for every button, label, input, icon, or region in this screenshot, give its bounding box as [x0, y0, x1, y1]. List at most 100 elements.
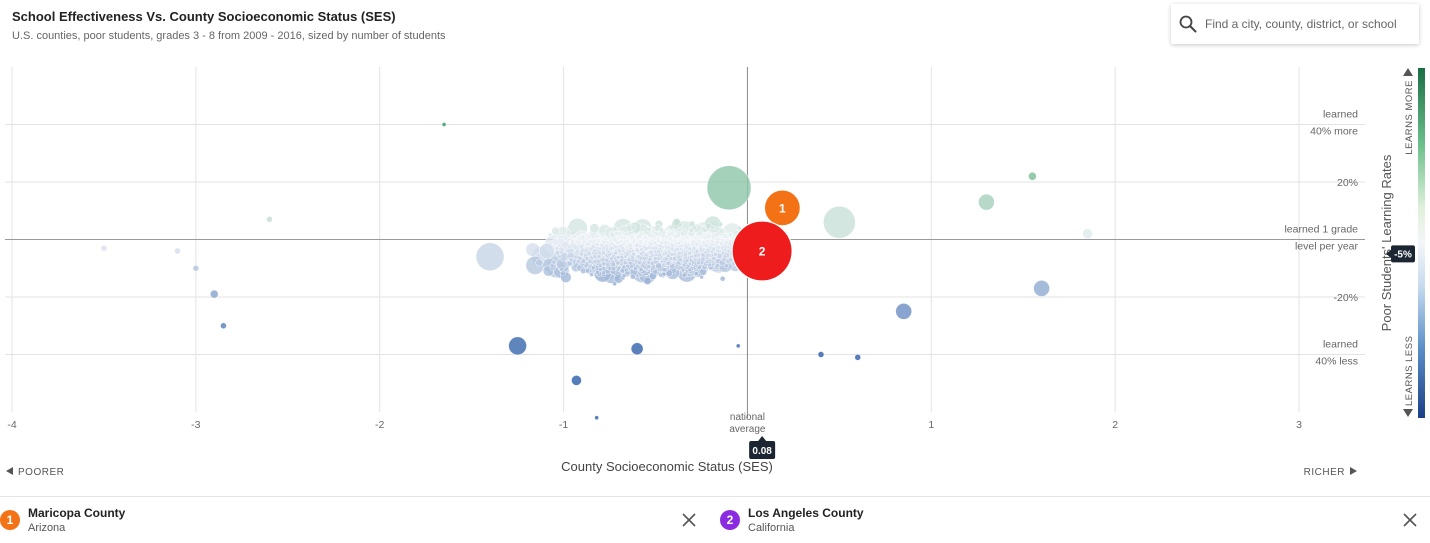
poorer-label: POORER	[18, 467, 64, 478]
location-name-2[interactable]: Los Angeles County	[748, 506, 864, 520]
data-point	[570, 238, 575, 244]
data-point	[590, 265, 596, 271]
x-marker-badge: 0.08	[749, 436, 776, 459]
data-point	[704, 259, 710, 264]
data-point	[656, 249, 661, 254]
data-point	[630, 224, 636, 230]
data-point	[633, 266, 638, 271]
location-card-1[interactable]: 1 Maricopa County Arizona	[0, 503, 125, 535]
data-point	[688, 220, 696, 228]
data-point	[623, 231, 629, 237]
data-point	[671, 256, 677, 261]
data-point	[603, 236, 609, 241]
data-point	[683, 252, 688, 257]
close-location-1-button[interactable]	[678, 509, 700, 531]
data-point	[720, 238, 726, 243]
data-point	[638, 255, 644, 261]
data-point	[637, 233, 643, 238]
data-point	[718, 221, 724, 227]
data-point	[595, 270, 600, 276]
data-point	[624, 238, 630, 244]
data-point	[592, 259, 598, 265]
data-point	[581, 239, 587, 245]
color-legend-bar	[1418, 68, 1425, 418]
scatter-chart[interactable]: learned 40% more 20% learned 1 grade level p…	[0, 0, 1430, 495]
data-point	[634, 243, 640, 248]
search-icon[interactable]	[1171, 4, 1205, 44]
data-point	[615, 260, 621, 266]
location-name-1[interactable]: Maricopa County	[28, 506, 126, 520]
data-point	[623, 267, 629, 273]
location-card-2[interactable]: 2 Los Angeles County California	[720, 503, 864, 535]
highlighted-counties[interactable]: 12	[731, 189, 801, 282]
data-point	[652, 256, 658, 261]
data-point	[661, 271, 667, 277]
data-point	[558, 249, 564, 255]
data-point	[575, 248, 580, 254]
data-point	[589, 223, 600, 234]
learns-more-label: LEARNS MORE	[1404, 80, 1415, 155]
data-point	[586, 250, 592, 257]
data-point	[619, 258, 625, 263]
richer-arrow: RICHER	[1304, 467, 1357, 478]
y-axis-labels: learned 40% more 20% learned 1 grade level p…	[1284, 109, 1358, 368]
data-point	[817, 351, 825, 358]
data-point	[672, 218, 681, 226]
data-point	[551, 259, 557, 265]
search-box[interactable]	[1171, 4, 1419, 44]
y-tick-label: -20%	[1333, 292, 1358, 304]
data-point	[687, 251, 692, 256]
data-point	[710, 225, 715, 230]
data-point	[680, 267, 686, 273]
data-point	[584, 268, 591, 274]
location-badge-1: 1	[0, 510, 20, 530]
data-point	[854, 354, 862, 361]
data-point	[673, 234, 679, 240]
data-point	[693, 253, 698, 258]
learns-less-arrow	[1403, 409, 1413, 417]
data-point	[551, 226, 560, 236]
data-point	[719, 228, 725, 234]
y-marker-value: -5%	[1394, 249, 1412, 260]
data-point	[714, 239, 720, 245]
chart-subtitle: U.S. counties, poor students, grades 3 -…	[12, 30, 446, 42]
data-point	[627, 243, 633, 249]
data-point	[684, 235, 690, 240]
y-axis-title: Poor Students' Learning Rates	[1379, 154, 1394, 331]
data-point	[719, 275, 726, 282]
data-point	[647, 256, 653, 262]
data-point	[684, 258, 690, 263]
data-point	[687, 267, 693, 273]
data-point	[1028, 171, 1037, 181]
data-point	[620, 245, 625, 251]
data-point	[667, 236, 673, 241]
data-point	[508, 336, 527, 356]
data-point	[674, 246, 680, 252]
data-point	[614, 230, 619, 236]
data-point	[613, 250, 619, 256]
data-point	[698, 246, 704, 252]
data-point	[640, 263, 646, 269]
data-point	[592, 254, 598, 259]
chart-points	[100, 122, 1093, 421]
data-point	[630, 255, 635, 261]
data-point	[538, 243, 555, 260]
data-point	[643, 276, 652, 286]
data-point	[726, 249, 732, 254]
data-point	[619, 235, 625, 240]
data-point	[567, 244, 572, 250]
data-point	[721, 257, 727, 262]
data-point	[1082, 228, 1093, 240]
data-point	[614, 240, 620, 246]
data-point	[609, 240, 614, 246]
data-point	[601, 250, 606, 256]
close-location-2-button[interactable]	[1399, 509, 1421, 531]
search-input[interactable]	[1205, 17, 1410, 31]
data-point	[612, 226, 618, 232]
data-point	[723, 233, 728, 239]
data-point	[666, 253, 671, 259]
data-point	[571, 233, 577, 239]
data-point	[724, 263, 729, 269]
data-point	[669, 225, 674, 230]
data-point	[658, 227, 664, 233]
